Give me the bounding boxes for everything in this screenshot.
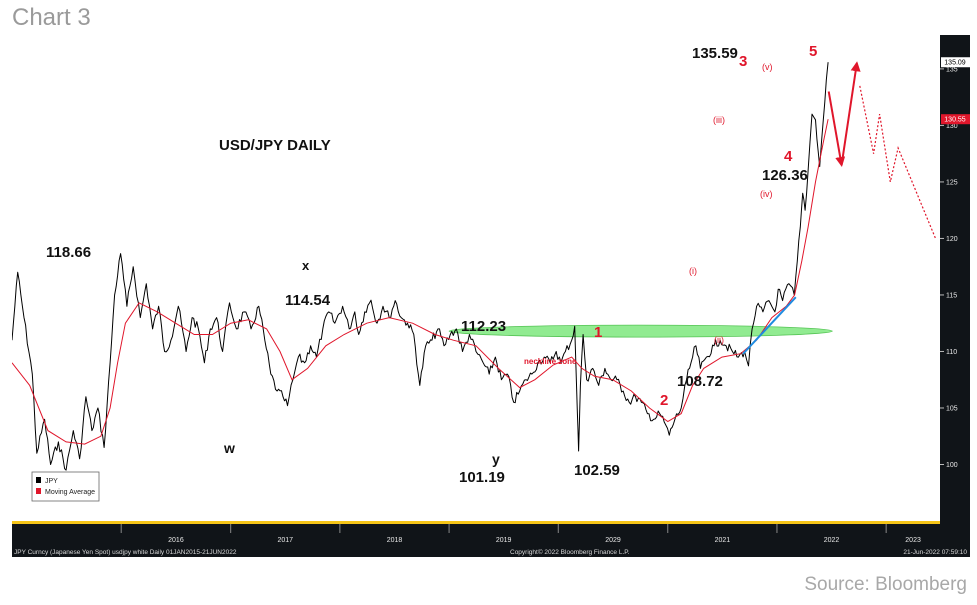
date-axis-bar: [12, 521, 940, 524]
elliott-projection: [827, 61, 937, 239]
y-tick-label: 130: [946, 123, 958, 130]
wave-annotation: (iv): [760, 189, 773, 199]
wave-annotation: 4: [784, 148, 793, 165]
wave-annotation: 126.36: [762, 167, 808, 184]
wave-annotation: (v): [762, 62, 773, 72]
source-note: Source: Bloomberg: [804, 574, 967, 595]
projection-arrow: [827, 91, 846, 167]
legend: JPY Moving Average: [31, 471, 100, 502]
ma-price-label: 130.55: [944, 117, 966, 124]
wave-annotation: 118.66: [46, 244, 91, 261]
wave-annotation: y: [492, 451, 500, 467]
last-price-label: 135.09: [944, 60, 966, 67]
wave-annotation: 114.54: [285, 292, 331, 309]
legend-label-jpy: JPY: [45, 478, 58, 485]
y-tick-label: 120: [946, 236, 958, 243]
wave-annotation: 108.72: [677, 373, 723, 390]
footer-left: JPY Curncy (Japanese Yen Spot) usdjpy wh…: [14, 549, 237, 556]
price-series: [12, 62, 829, 471]
neckline-zone: [448, 324, 833, 338]
y-tick-label: 105: [946, 405, 958, 412]
plot-background: [12, 35, 940, 521]
chart-title: USD/JPY DAILY: [219, 137, 331, 154]
blue-trendline: [742, 296, 797, 355]
wave-annotation: (iii): [713, 115, 725, 125]
y-tick-label: 125: [946, 179, 958, 186]
wave-annotation: 3: [739, 53, 747, 70]
footer-right: 21-Jun-2022 07:59:10: [903, 549, 967, 556]
wave-annotation: 2: [660, 392, 668, 409]
x-tick-label: 2022: [824, 537, 840, 544]
wave-annotation: x: [302, 258, 310, 273]
wave-annotation: (ii): [714, 335, 724, 345]
x-tick-label: 2018: [387, 537, 403, 544]
wave-annotation: 1: [594, 324, 602, 341]
projection-dotted-path: [859, 85, 937, 239]
neckline-zone-ellipse: [448, 324, 833, 338]
wave-annotation: 112.23: [461, 318, 506, 335]
date-axis: 2016 2017 2018 2019 2029 2021 2022 2023: [120, 524, 921, 544]
y-tick-label: 110: [946, 349, 957, 356]
projection-arrow: [840, 61, 861, 166]
wave-annotation: (i): [689, 266, 697, 276]
chart-heading: Chart 3: [12, 4, 91, 31]
legend-box: [31, 471, 100, 502]
x-tick-label: 2029: [605, 537, 621, 544]
date-axis-panel: [12, 521, 970, 557]
y-tick-label: 100: [946, 462, 958, 469]
wave-annotation: 101.19: [459, 469, 505, 486]
x-tick-label: 2021: [715, 537, 731, 544]
x-tick-label: 2019: [496, 537, 512, 544]
footer-center: Copyright© 2022 Bloomberg Finance L.P.: [510, 548, 630, 556]
wave-annotation: neckline zone: [524, 357, 577, 366]
last-price-flag: [941, 57, 970, 68]
wave-annotation: 135.59: [692, 45, 738, 62]
x-tick-label: 2023: [905, 537, 921, 544]
legend-swatch-ma: [36, 488, 41, 494]
x-tick-label: 2016: [168, 537, 184, 544]
annotations: 118.66 114.54 x w 112.23 101.19 y 102.59 108.72 1…: [46, 43, 817, 486]
y-tick-label: 115: [946, 292, 957, 299]
x-tick-label: 2017: [277, 537, 293, 544]
wave-annotation: 102.59: [574, 462, 620, 479]
moving-average-line: [12, 119, 829, 445]
ma-price-flag: [941, 114, 970, 125]
wave-annotation: w: [223, 440, 235, 456]
y-tick-label: 135: [946, 66, 958, 73]
legend-swatch-jpy: [36, 477, 41, 483]
wave-annotation: 5: [809, 43, 817, 60]
legend-label-ma: Moving Average: [45, 489, 95, 496]
